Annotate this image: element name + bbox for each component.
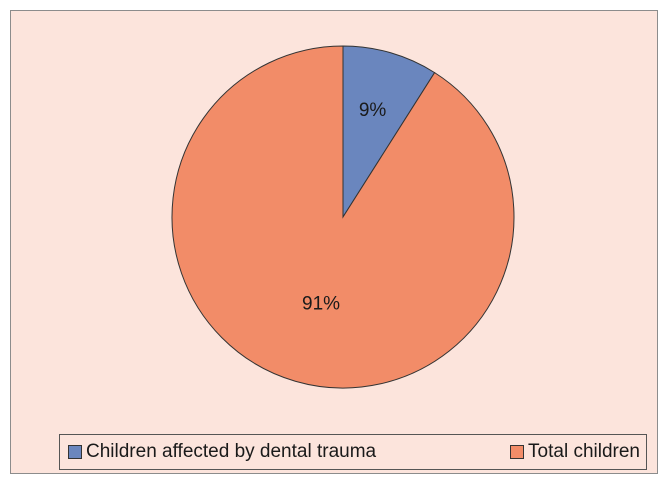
legend-swatch-total — [510, 445, 525, 459]
chart-frame: 9% 91% Children affected by dental trauma… — [10, 10, 658, 474]
legend-label-total: Total children — [528, 441, 640, 462]
pie-chart: 9% 91% — [11, 11, 657, 473]
pie-slice-1 — [171, 45, 515, 389]
pie-slice-0 — [342, 45, 436, 219]
legend-swatch-affected — [68, 445, 82, 459]
legend-entry-total: Total children — [510, 441, 640, 463]
legend: Children affected by dental trauma Total… — [59, 434, 647, 470]
legend-label-affected: Children affected by dental trauma — [86, 441, 377, 462]
pie-slice-labels: 9% 91% — [302, 100, 386, 314]
pie-slice-label-1: 91% — [302, 294, 340, 315]
legend-entry-affected: Children affected by dental trauma — [68, 441, 376, 463]
pie-slice-label-0: 9% — [359, 100, 387, 121]
pie-slices — [171, 45, 515, 389]
